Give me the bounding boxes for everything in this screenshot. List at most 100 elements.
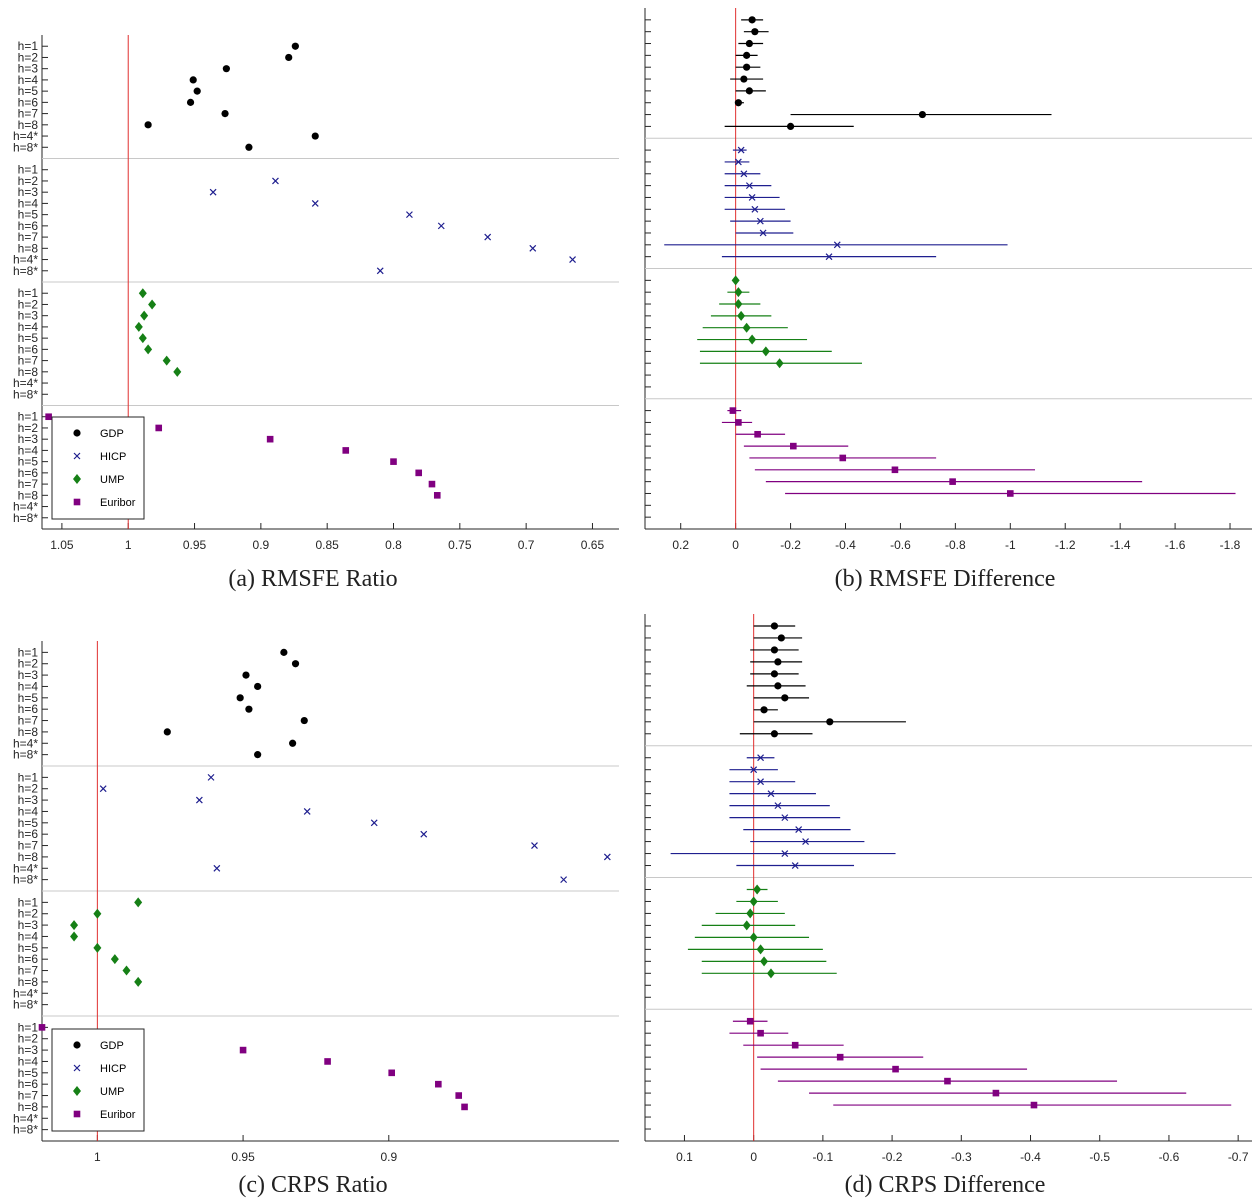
y-tick-label: h=1 [18, 645, 39, 659]
data-point-euribor [746, 1017, 754, 1025]
y-tick-label: h=8 [18, 725, 39, 739]
data-point-gdp [774, 658, 782, 666]
y-tick-label: h=7 [18, 107, 39, 121]
data-point-ump [93, 942, 102, 953]
x-tick-label: 0.95 [183, 538, 207, 552]
data-point-hicp [560, 876, 568, 884]
x-tick-label: -1.4 [1110, 538, 1131, 552]
y-tick-label: h=8* [13, 748, 38, 762]
x-tick-label: -0.6 [890, 538, 911, 552]
data-point-ump [148, 299, 157, 310]
y-tick-label: h=6 [18, 466, 39, 480]
data-point-ump [775, 358, 784, 369]
x-tick-label: 0.9 [253, 538, 270, 552]
data-point-gdp [245, 143, 253, 151]
data-point-hicp [737, 146, 745, 154]
y-tick-label: h=5 [18, 816, 39, 830]
panel-rmsfe-difference: 0.2 0 -0.2 -0.4 -0.6 -0.8 -1 -1.2 -1.4 -1.6 -1.8 [644, 8, 1252, 552]
x-tick-label: -0.1 [813, 1150, 834, 1164]
y-tick-label: h=7 [18, 477, 39, 491]
caption-d: (d) CRPS Difference [845, 1172, 1046, 1198]
y-tick-label: h=5 [18, 84, 39, 98]
x-tick-label: 1 [125, 538, 132, 552]
y-tick-label: h=8* [13, 387, 38, 401]
y-tick-label: h=8* [13, 511, 38, 525]
data-point-gdp [163, 728, 171, 736]
data-point-ump [138, 333, 147, 344]
data-point-hicp [529, 244, 537, 252]
legend-label-hicp: HICP [100, 1063, 126, 1075]
y-tick-label: h=5 [18, 455, 39, 469]
data-point-gdp [751, 28, 759, 36]
y-tick-label: h=4 [18, 320, 39, 334]
data-point-hicp [569, 256, 576, 263]
data-point-gdp [193, 87, 201, 95]
data-point-hicp [759, 229, 767, 237]
data-point-hicp [767, 790, 775, 798]
data-point-gdp [285, 53, 293, 62]
y-tick-label: h=2 [18, 657, 39, 671]
x-tick-label: 0 [750, 1150, 757, 1164]
caption-b: (b) RMSFE Difference [835, 566, 1056, 592]
data-point-hicp [748, 194, 756, 201]
data-point-gdp [311, 132, 319, 140]
data-point-euribor [1030, 1101, 1038, 1109]
data-point-ump [749, 896, 758, 907]
caption-a: (a) RMSFE Ratio [228, 566, 397, 592]
data-point-ump [746, 908, 755, 919]
data-point-ump [761, 346, 770, 357]
x-tick-label: 1.05 [50, 538, 74, 552]
data-point-euribor [1006, 490, 1014, 497]
data-point-ump [134, 897, 143, 908]
legend-label-hicp: HICP [100, 451, 126, 463]
data-point-hicp [825, 253, 833, 261]
legend-marker-hicp [73, 452, 81, 460]
y-tick-label: h=1 [18, 770, 39, 784]
x-tick-label: -0.4 [1020, 1150, 1041, 1164]
data-point-gdp [280, 648, 288, 656]
y-tick-label: h=5 [18, 208, 39, 222]
data-point-gdp [289, 739, 297, 747]
data-point-euribor [239, 1046, 247, 1054]
y-tick-label: h=2 [18, 174, 39, 188]
data-point-euribor [892, 1065, 899, 1073]
x-tick-label: -1 [1005, 538, 1016, 552]
y-tick-label: h=8* [13, 1123, 38, 1137]
y-tick-label: h=6 [18, 702, 39, 716]
data-point-hicp [207, 773, 215, 781]
data-point-hicp [781, 814, 789, 822]
data-point-gdp [300, 716, 308, 725]
y-tick-label: h=5 [18, 331, 39, 345]
y-tick-label: h=2 [18, 297, 39, 311]
y-tick-label: h=6 [18, 1077, 39, 1091]
legend-label-gdp: GDP [100, 1040, 124, 1052]
data-point-hicp [740, 170, 748, 178]
data-point-hicp [757, 754, 765, 762]
legend-marker-euribor [73, 1110, 81, 1118]
data-point-hicp [420, 830, 428, 838]
legend-label-ump: UMP [100, 474, 124, 486]
x-tick-label: 0.9 [380, 1150, 397, 1164]
data-point-hicp [437, 222, 445, 230]
data-point-euribor [729, 407, 737, 414]
legend-marker-gdp [73, 1041, 81, 1049]
x-tick-label: 0.85 [316, 538, 340, 552]
y-tick-label: h=4 [18, 196, 39, 210]
y-tick-label: h=8 [18, 241, 39, 255]
data-point-euribor [266, 435, 274, 443]
data-point-hicp [745, 182, 753, 190]
y-tick-label: h=8 [18, 118, 39, 132]
x-tick-label: 1 [94, 1150, 101, 1164]
data-point-hicp [802, 838, 809, 845]
y-tick-label: h=8* [13, 264, 38, 278]
panel-rmsfe-ratio: h=1h=2h=3h=4h=5h=6h=7h=8h=4*h=8*h=1h=2h=… [13, 35, 619, 552]
y-tick-label: h=3 [18, 793, 39, 807]
y-tick-label: h=4 [18, 679, 39, 693]
data-point-hicp [213, 864, 221, 872]
legend-label-euribor: Euribor [100, 497, 136, 509]
data-point-gdp [189, 76, 197, 84]
data-point-gdp [254, 751, 262, 759]
x-tick-label: 0.65 [581, 538, 605, 552]
x-tick-label: -0.2 [780, 538, 801, 552]
data-point-gdp [743, 51, 751, 59]
